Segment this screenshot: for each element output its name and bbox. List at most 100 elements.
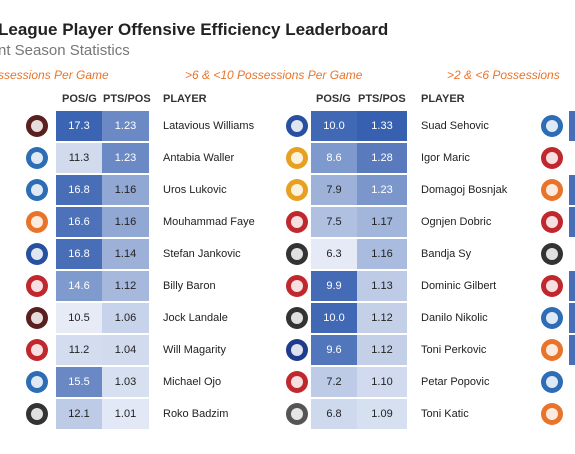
team-logo-center-icon (31, 184, 43, 196)
team-logo-center-icon (546, 152, 558, 164)
team-logo-center-icon (31, 120, 43, 132)
team-logo-icon (26, 243, 48, 265)
team-logo-icon (26, 211, 48, 233)
player-name: Roko Badzim (163, 408, 229, 420)
pos-per-game-cell: 16.8 (56, 175, 102, 205)
player-name: Ognjen Dobric (421, 216, 492, 228)
pos-per-game-cell (569, 303, 575, 333)
team-logo-icon (541, 403, 563, 425)
pts-per-pos-cell: 1.13 (357, 271, 407, 301)
pts-per-pos-cell: 1.12 (357, 335, 407, 365)
team-logo-center-icon (31, 344, 43, 356)
team-logo-center-icon (291, 216, 303, 228)
team-logo-icon (286, 307, 308, 329)
team-logo-center-icon (31, 408, 43, 420)
team-logo-icon (26, 339, 48, 361)
player-name: Uros Lukovic (163, 184, 227, 196)
pts-per-pos-cell: 1.10 (357, 367, 407, 397)
player-name: Mouhammad Faye (163, 216, 255, 228)
col-header-pts: PTS/POS (103, 93, 151, 105)
pos-per-game-cell: 7.2 (311, 367, 357, 397)
team-logo-icon (286, 179, 308, 201)
player-name: Bandja Sy (421, 248, 472, 260)
pts-per-pos-cell: 1.12 (102, 271, 149, 301)
pts-per-pos-cell: 1.23 (357, 175, 407, 205)
pts-per-pos-cell: 1.33 (357, 111, 407, 141)
team-logo-icon (286, 211, 308, 233)
pos-per-game-cell (569, 271, 575, 301)
pos-per-game-cell: 11.3 (56, 143, 102, 173)
pts-per-pos-cell: 1.12 (357, 303, 407, 333)
col-header-player: PLAYER (421, 93, 465, 105)
team-logo-center-icon (546, 216, 558, 228)
team-logo-center-icon (546, 280, 558, 292)
team-logo-icon (286, 371, 308, 393)
page-title: League Player Offensive Efficiency Leade… (0, 20, 389, 39)
team-logo-center-icon (31, 216, 43, 228)
pos-per-game-cell: 15.5 (56, 367, 102, 397)
pos-per-game-cell (569, 335, 575, 365)
team-logo-center-icon (291, 280, 303, 292)
pts-per-pos-cell: 1.03 (102, 367, 149, 397)
team-logo-icon (541, 243, 563, 265)
pts-per-pos-cell: 1.16 (102, 207, 149, 237)
player-name: Danilo Nikolic (421, 312, 488, 324)
team-logo-center-icon (291, 184, 303, 196)
player-name: Toni Katic (421, 408, 469, 420)
team-logo-icon (286, 115, 308, 137)
pos-per-game-cell: 7.5 (311, 207, 357, 237)
col-header-pos: POS/G (316, 93, 351, 105)
pos-per-game-cell: 10.5 (56, 303, 102, 333)
pos-per-game-cell: 8.6 (311, 143, 357, 173)
team-logo-icon (26, 147, 48, 169)
team-logo-center-icon (291, 152, 303, 164)
pos-per-game-cell: 6.8 (311, 399, 357, 429)
team-logo-center-icon (31, 376, 43, 388)
team-logo-icon (26, 307, 48, 329)
pos-per-game-cell: 10.0 (311, 111, 357, 141)
player-name: Suad Sehovic (421, 120, 489, 132)
team-logo-icon (286, 147, 308, 169)
player-name: Domagoj Bosnjak (421, 184, 508, 196)
team-logo-icon (541, 179, 563, 201)
pos-per-game-cell: 6.3 (311, 239, 357, 269)
team-logo-center-icon (546, 408, 558, 420)
section-label-1: ssessions Per Game (0, 68, 109, 82)
team-logo-icon (26, 371, 48, 393)
pts-per-pos-cell: 1.16 (357, 239, 407, 269)
team-logo-icon (286, 403, 308, 425)
pos-per-game-cell: 16.8 (56, 239, 102, 269)
team-logo-center-icon (291, 376, 303, 388)
team-logo-icon (541, 115, 563, 137)
player-name: Antabia Waller (163, 152, 235, 164)
pts-per-pos-cell: 1.04 (102, 335, 149, 365)
col-header-player: PLAYER (163, 93, 207, 105)
team-logo-center-icon (291, 312, 303, 324)
player-name: Latavious Williams (163, 120, 255, 132)
pos-per-game-cell: 16.6 (56, 207, 102, 237)
team-logo-icon (541, 339, 563, 361)
team-logo-icon (26, 403, 48, 425)
team-logo-center-icon (546, 248, 558, 260)
player-name: Michael Ojo (163, 376, 222, 388)
team-logo-center-icon (546, 120, 558, 132)
team-logo-icon (541, 275, 563, 297)
player-name: Billy Baron (163, 280, 216, 292)
pts-per-pos-cell: 1.01 (102, 399, 149, 429)
page-subtitle: nt Season Statistics (0, 42, 130, 59)
team-logo-icon (286, 339, 308, 361)
player-name: Toni Perkovic (421, 344, 487, 356)
player-name: Stefan Jankovic (163, 248, 241, 260)
pts-per-pos-cell: 1.23 (102, 111, 149, 141)
team-logo-center-icon (546, 312, 558, 324)
team-logo-icon (541, 211, 563, 233)
player-name: Igor Maric (421, 152, 470, 164)
team-logo-center-icon (31, 312, 43, 324)
pts-per-pos-cell: 1.23 (102, 143, 149, 173)
team-logo-center-icon (546, 344, 558, 356)
pts-per-pos-cell: 1.17 (357, 207, 407, 237)
player-name: Petar Popovic (421, 376, 490, 388)
pts-per-pos-cell: 1.06 (102, 303, 149, 333)
team-logo-center-icon (291, 120, 303, 132)
pos-per-game-cell: 9.9 (311, 271, 357, 301)
